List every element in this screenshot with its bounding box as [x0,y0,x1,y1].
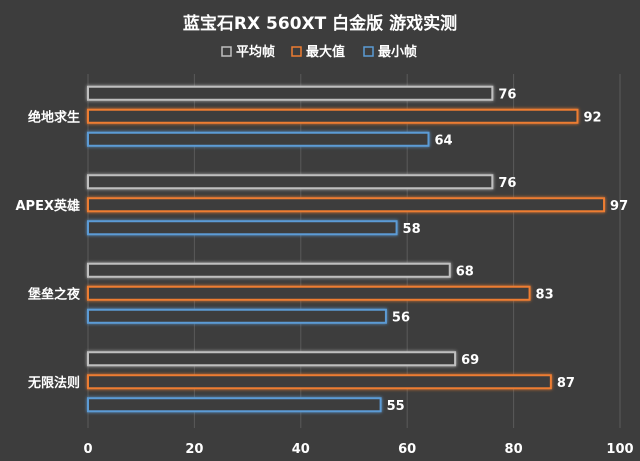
bar [87,174,494,190]
legend: 平均帧 最大值 最小帧 [221,44,417,60]
x-tick-label: 100 [606,442,633,457]
data-label: 58 [403,222,421,237]
data-label: 64 [434,133,452,148]
legend-swatch [221,46,232,57]
legend-swatch [291,46,302,57]
bar [87,374,552,390]
data-label: 92 [583,110,601,125]
data-label: 69 [461,353,479,368]
bar [87,85,494,101]
bar [87,220,398,236]
bar [87,397,382,413]
legend-label: 平均帧 [236,44,275,60]
bar [87,308,387,324]
data-label: 97 [610,199,628,214]
data-label: 76 [498,176,516,191]
category-label: 无限法则 [27,375,80,391]
x-tick-label: 80 [505,442,523,457]
bar [87,285,531,301]
bar [87,131,430,147]
bar [87,262,451,278]
x-tick-label: 40 [292,442,310,457]
chart-title: 蓝宝石RX 560XT 白金版 游戏实测 [183,13,457,34]
bar [87,197,606,213]
legend-swatch [363,46,374,57]
legend-label: 最大值 [306,44,345,60]
x-tick-label: 0 [83,442,92,457]
bars: 76 92 64 76 97 58 68 83 56 69 87 55 [87,85,628,414]
category-label: 绝地求生 [28,109,80,125]
bar [87,351,457,367]
x-axis-ticks: 0 20 40 60 80 100 [83,442,633,457]
data-label: 56 [392,310,410,325]
x-tick-label: 20 [185,442,203,457]
data-label: 55 [387,399,405,414]
bar [87,108,579,124]
category-label: 堡垒之夜 [28,286,81,302]
x-tick-label: 60 [398,442,416,457]
legend-label: 最小帧 [378,44,417,60]
data-label: 83 [536,287,554,302]
data-label: 87 [557,376,575,391]
data-label: 68 [456,264,474,279]
category-label: APEX英雄 [16,198,81,214]
data-label: 76 [498,87,516,102]
